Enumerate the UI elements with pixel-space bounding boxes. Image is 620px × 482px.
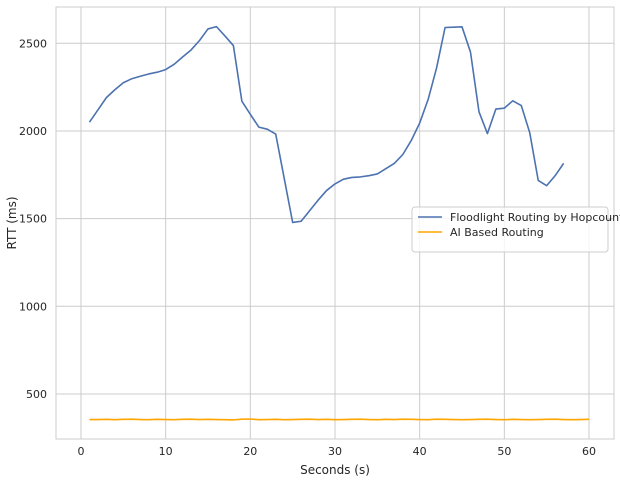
y-axis-label: RTT (ms) [5,196,19,249]
x-tick-label: 40 [413,445,427,458]
x-tick-label: 60 [582,445,596,458]
grid-lines [56,7,614,439]
series-lines [88,25,590,421]
x-axis-label: Seconds (s) [300,463,370,477]
legend: Floodlight Routing by Hopcount AI Based … [411,206,620,253]
x-tick-label: 20 [243,445,257,458]
x-tick-label: 10 [159,445,173,458]
x-tick-label: 50 [497,445,511,458]
y-tick-label: 500 [26,388,47,401]
series-line-1 [89,418,590,421]
x-tick-labels: 0 10 20 30 40 50 60 [77,445,596,458]
legend-label-ai: AI Based Routing [450,226,544,239]
x-tick-label: 0 [77,445,84,458]
y-tick-label: 1500 [19,213,47,226]
legend-label-floodlight: Floodlight Routing by Hopcount [450,211,620,224]
y-tick-label: 2000 [19,125,47,138]
series-line-0 [88,25,565,224]
y-tick-label: 1000 [19,300,47,313]
y-tick-labels: 500 1000 1500 2000 2500 [19,37,47,401]
legend-box [411,206,609,253]
x-tick-label: 30 [328,445,342,458]
y-tick-label: 2500 [19,37,47,50]
